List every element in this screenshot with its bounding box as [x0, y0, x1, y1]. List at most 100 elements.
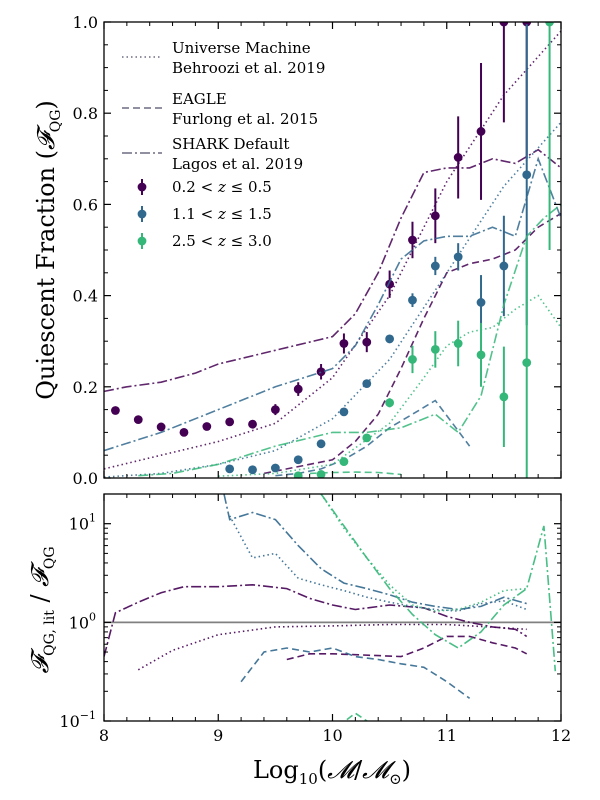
bottom-panel-ratio: 8 9 10 11 12 10−1 100 101 𝓕QG, lit / 𝓕QG Log10(…: [26, 493, 571, 788]
data-point: [362, 337, 372, 347]
x-tick-label: 12: [551, 726, 571, 745]
top-shark-line: [104, 148, 561, 393]
data-point: [339, 457, 349, 466]
data-point: [408, 235, 417, 245]
data-point: [293, 455, 303, 465]
data-point: [545, 22, 554, 27]
x-tick-label: 9: [213, 726, 223, 745]
data-point: [225, 417, 235, 427]
data-point: [522, 22, 532, 27]
top-universe-machine-line: [104, 121, 561, 478]
top-series-group-0: [104, 22, 561, 475]
y-tick-label: 100: [69, 610, 96, 632]
legend-series-label: 1.1 < z ≤ 1.5: [172, 205, 272, 223]
data-point: [362, 379, 372, 389]
top-universe-machine-line: [218, 294, 561, 477]
data-point: [133, 415, 143, 425]
legend-model-reference: Lagos et al. 2019: [172, 155, 303, 173]
y-tick-label: 0.4: [73, 287, 98, 306]
ratio-eagle-line: [240, 647, 471, 699]
top-eagle-line: [263, 212, 561, 475]
top-series-group-2: [138, 22, 561, 478]
bottom-series-group-1: [223, 494, 527, 699]
data-point: [316, 367, 326, 377]
y-tick-label: 1.0: [73, 13, 98, 32]
data-point: [476, 298, 486, 307]
bottom-panel-ticks: 8 9 10 11 12 10−1 100 101: [59, 493, 571, 745]
y-tick-label: 0.6: [73, 195, 98, 214]
top-shark-line: [138, 203, 561, 477]
ratio-universe-machine-line: [137, 623, 527, 671]
data-point: [293, 471, 303, 478]
ratio-shark-line: [320, 494, 557, 672]
y-tick-label: 101: [69, 512, 96, 534]
legend-model-reference: Furlong et al. 2015: [172, 110, 318, 128]
legend-series-label: 2.5 < z ≤ 3.0: [172, 232, 272, 250]
data-point: [476, 127, 486, 136]
data-point: [385, 334, 395, 344]
data-point: [499, 22, 509, 27]
data-point: [499, 261, 509, 271]
top-panel-legend: Universe Machine Behroozi et al. 2019 EAGL…: [122, 39, 325, 250]
top-shark-line: [104, 156, 561, 452]
legend-series-label: 0.2 < z ≤ 0.5: [172, 178, 272, 196]
legend-model-reference: Behroozi et al. 2019: [172, 59, 325, 77]
top-panel-series: [104, 22, 561, 478]
data-point: [225, 464, 235, 474]
x-axis-title: Log10(𝓜/𝓜⊙): [253, 756, 411, 788]
x-tick-label: 10: [322, 726, 342, 745]
bottom-y-axis-title: 𝓕QG, lit / 𝓕QG: [26, 546, 58, 673]
data-point: [362, 433, 372, 443]
top-panel-ticks: 0.0 0.2 0.4 0.6 0.8 1.0: [73, 13, 562, 488]
data-point: [316, 439, 326, 449]
data-point: [179, 428, 189, 437]
x-tick-label: 11: [437, 726, 457, 745]
data-point: [499, 392, 509, 402]
legend-model-name: EAGLE: [172, 90, 227, 108]
data-point: [522, 358, 532, 368]
data-point: [522, 170, 532, 180]
legend-model-name: Universe Machine: [172, 39, 311, 57]
bottom-series-group-0: [104, 583, 528, 671]
data-point: [339, 339, 349, 348]
top-panel-quiescent-fraction: 0.0 0.2 0.4 0.6 0.8 1.0 Universe Machine Behro…: [32, 13, 562, 488]
y-tick-label: 10−1: [59, 709, 96, 731]
data-point: [156, 422, 166, 432]
data-point: [293, 384, 303, 394]
data-point: [202, 422, 212, 431]
legend-marker-swatch: [137, 182, 147, 192]
y-tick-label: 0.8: [73, 104, 98, 123]
data-point: [453, 252, 463, 262]
ratio-shark-line: [104, 583, 528, 657]
data-point: [453, 339, 463, 348]
data-point: [270, 405, 280, 414]
top-eagle-line: [275, 399, 471, 477]
ratio-eagle-line: [286, 635, 528, 661]
data-point: [385, 398, 395, 408]
data-point: [430, 211, 440, 221]
y-tick-label: 0.2: [73, 378, 98, 397]
data-point: [316, 469, 326, 478]
data-point: [111, 406, 120, 415]
data-point: [248, 465, 257, 475]
y-tick-label: 0.0: [73, 469, 98, 488]
ratio-universe-machine-line: [228, 515, 527, 612]
data-point: [270, 463, 280, 473]
data-point: [430, 261, 440, 271]
data-point: [408, 295, 417, 305]
x-tick-label: 8: [99, 726, 109, 745]
data-point: [453, 153, 463, 162]
top-y-axis-title: Quiescent Fraction (𝓕QG): [32, 100, 64, 400]
bottom-series-group-2: [320, 494, 557, 721]
ratio-shark-line: [223, 494, 527, 611]
data-point: [476, 350, 486, 360]
fqg-subscript: QG: [48, 110, 64, 133]
bottom-panel-series: [104, 494, 557, 721]
data-point: [430, 345, 440, 354]
legend-model-name: SHARK Default: [172, 135, 289, 153]
data-point: [248, 419, 257, 429]
data-point: [339, 407, 349, 417]
ratio-universe-machine-line: [320, 494, 527, 612]
legend-marker-swatch: [137, 236, 147, 246]
